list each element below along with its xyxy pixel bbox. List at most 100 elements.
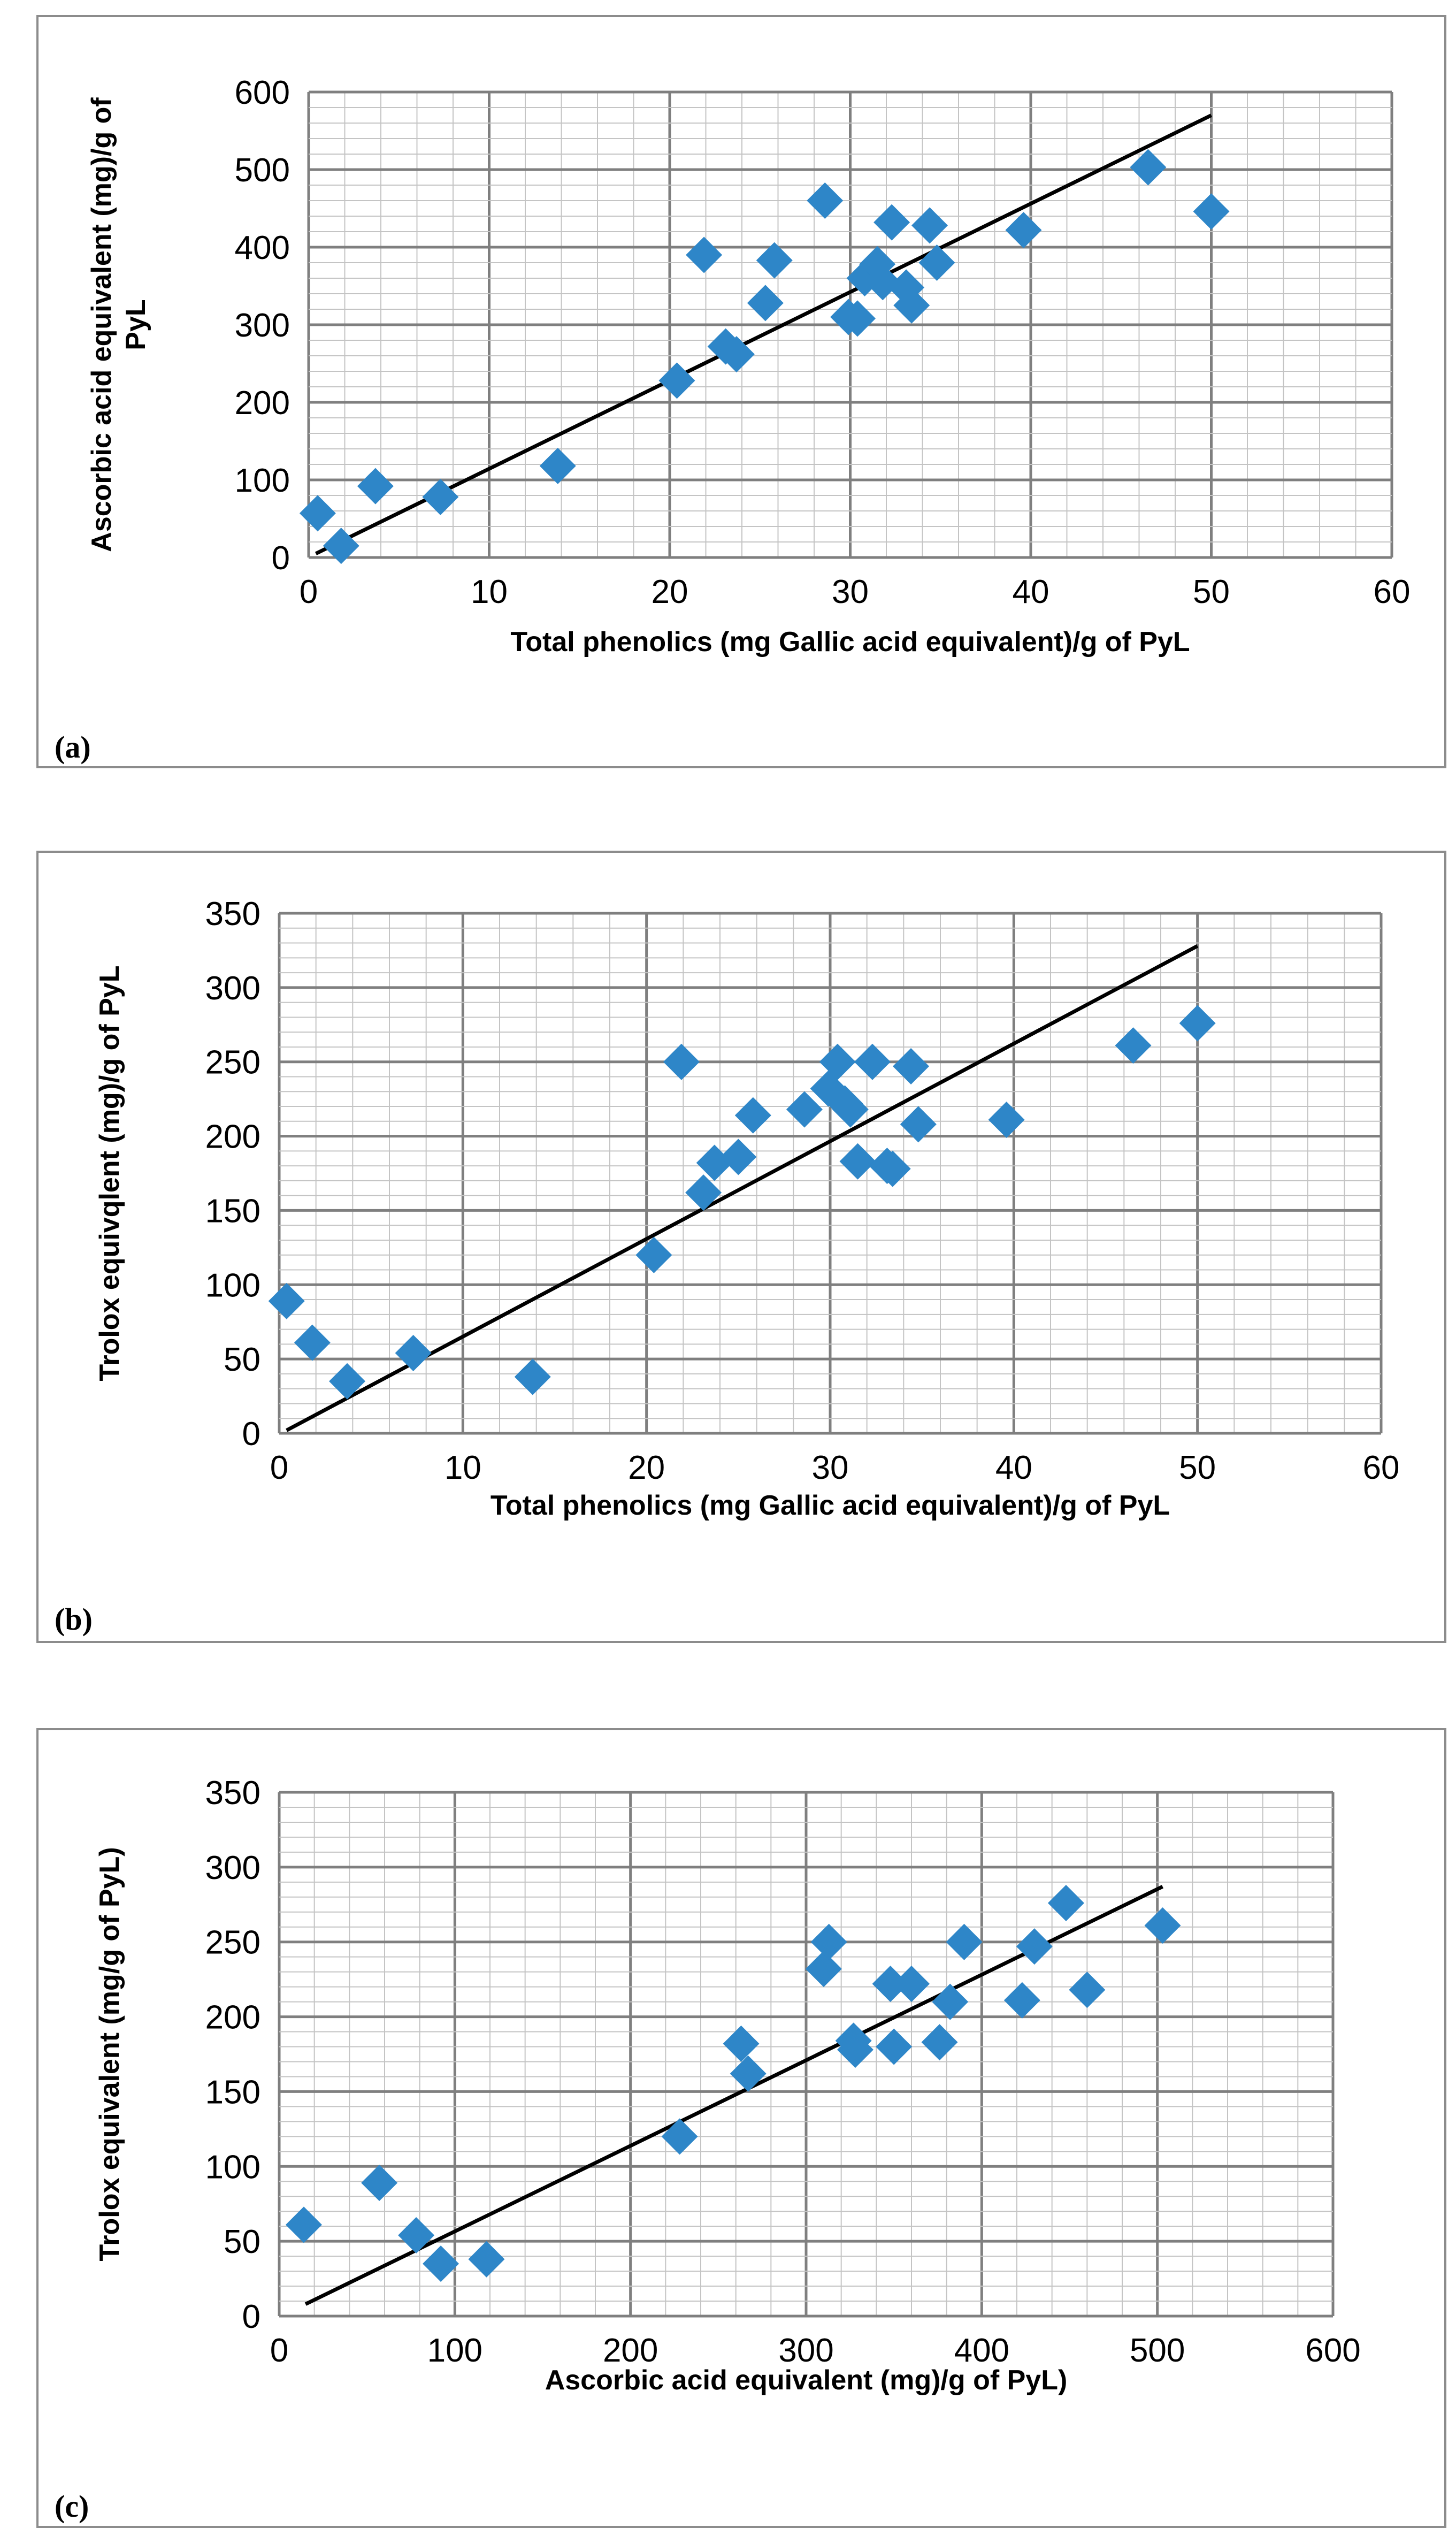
data-point — [1047, 1884, 1084, 1921]
y-tick-label: 350 — [205, 896, 260, 933]
data-point — [398, 2217, 435, 2253]
trendline — [304, 1885, 1164, 2306]
y-tick-label: 300 — [205, 970, 260, 1007]
y-tick-label: 150 — [205, 2074, 260, 2111]
x-tick-label: 50 — [1193, 574, 1230, 610]
y-tick-label: 200 — [205, 1119, 260, 1156]
data-point — [1130, 149, 1167, 186]
data-point — [685, 1174, 722, 1211]
x-tick-label: 40 — [995, 1449, 1032, 1486]
y-tick-label: 300 — [205, 1850, 260, 1886]
data-point — [921, 2024, 958, 2061]
y-axis-label: Trolox equivqlent (mg)/g of PyL — [94, 965, 125, 1381]
data-point — [918, 245, 955, 281]
y-tick-label: 50 — [224, 2224, 260, 2260]
data-point — [900, 1106, 937, 1143]
data-point — [329, 1363, 366, 1400]
data-point — [810, 1923, 847, 1960]
x-tick-label: 60 — [1374, 574, 1411, 610]
x-tick-label: 20 — [628, 1449, 665, 1486]
data-point — [874, 1150, 911, 1187]
x-tick-label: 0 — [300, 574, 318, 610]
x-tick-label: 10 — [445, 1449, 481, 1486]
data-point — [323, 528, 359, 564]
data-point — [1003, 1982, 1040, 2019]
data-point — [734, 1097, 771, 1134]
y-tick-label: 300 — [235, 307, 290, 344]
y-axis-label-line: Trolox equivalent (mg/g of PyL) — [94, 1847, 125, 2261]
x-tick-label: 10 — [471, 574, 508, 610]
grid — [278, 1791, 1335, 2318]
x-tick-label: 500 — [1130, 2332, 1185, 2369]
data-point — [1179, 1005, 1216, 1042]
data-point — [837, 2031, 873, 2068]
data-point — [839, 300, 876, 337]
data-point — [423, 2245, 459, 2282]
data-point — [723, 2025, 760, 2062]
data-point — [832, 1091, 869, 1128]
x-tick-label: 60 — [1363, 1449, 1400, 1486]
y-axis-label: Trolox equivalent (mg/g of PyL) — [94, 1847, 125, 2261]
y-tick-label: 50 — [224, 1341, 260, 1378]
x-axis-label: Total phenolics (mg Gallic acid equivale… — [491, 1490, 1170, 1521]
x-tick-label: 600 — [1305, 2332, 1360, 2369]
scatter-chart-c: 0 100 200 300 400 500 600 0 50 100 150 200 250 300 350… — [94, 1775, 1361, 2396]
data-point — [988, 1102, 1025, 1139]
x-tick-label: 400 — [954, 2332, 1009, 2369]
data-point — [873, 204, 910, 241]
y-axis-label-line: Trolox equivqlent (mg)/g of PyL — [94, 965, 125, 1381]
data-point — [786, 1091, 823, 1128]
x-tick-label: 100 — [427, 2332, 482, 2369]
data-point — [893, 1966, 930, 2003]
data-point — [268, 1282, 305, 1319]
y-tick-label: 200 — [205, 1999, 260, 2036]
panel-label-a: (a) — [55, 730, 91, 765]
chart-panel-a: 0 10 20 30 40 50 60 0 100 200 300 400 500 600 Total ph… — [36, 15, 1446, 768]
data-point — [893, 287, 930, 324]
x-tick-label: 200 — [603, 2332, 658, 2369]
y-tick-label: 400 — [235, 230, 290, 266]
data-point — [1144, 1907, 1181, 1944]
data-point — [468, 2241, 505, 2278]
data-point — [876, 2028, 913, 2065]
trendline — [286, 944, 1199, 1432]
grid — [278, 912, 1383, 1435]
data-point — [539, 447, 576, 484]
data-point — [294, 1324, 331, 1361]
data-point — [285, 2206, 322, 2243]
data-point — [819, 1043, 856, 1080]
data-point — [747, 285, 784, 322]
data-point — [893, 1048, 930, 1085]
data-point — [872, 1966, 909, 2003]
data-point — [658, 362, 695, 399]
data-point — [859, 246, 896, 282]
data-point — [635, 1236, 672, 1273]
y-axis-label-line: Ascorbic acid equivalent (mg)/g of — [86, 97, 117, 552]
data-point — [686, 236, 723, 273]
data-point — [911, 207, 948, 244]
y-tick-label: 100 — [205, 2149, 260, 2186]
data-point — [395, 1335, 432, 1372]
y-axis-label: Ascorbic acid equivalent (mg)/g of PyL — [86, 97, 151, 552]
y-tick-label: 250 — [205, 1924, 260, 1961]
data-point — [807, 182, 844, 219]
panel-label-b: (b) — [55, 1602, 93, 1637]
data-point — [718, 336, 755, 373]
x-axis-label: Ascorbic acid equivalent (mg)/g of PyL) — [545, 2365, 1068, 2396]
data-point — [839, 1143, 876, 1180]
y-tick-label: 600 — [235, 74, 290, 111]
y-axis-label-line: PyL — [120, 299, 151, 350]
data-point — [730, 2055, 767, 2092]
data-point — [1005, 212, 1042, 249]
y-tick-label: 0 — [242, 2298, 260, 2335]
y-tick-label: 100 — [235, 462, 290, 499]
y-tick-label: 250 — [205, 1044, 260, 1081]
data-point — [361, 2165, 398, 2202]
data-point — [932, 1983, 969, 2020]
x-tick-label: 30 — [812, 1449, 849, 1486]
data-point — [663, 1043, 700, 1080]
x-tick-label: 300 — [778, 2332, 833, 2369]
data-point — [1069, 1972, 1106, 2008]
data-point — [422, 478, 459, 515]
